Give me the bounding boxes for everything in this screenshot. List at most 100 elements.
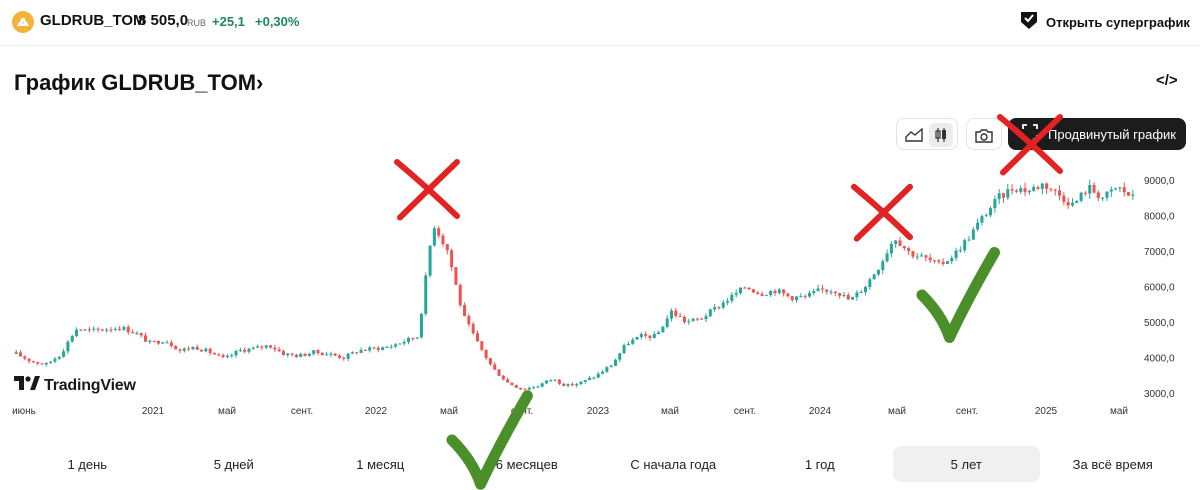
candle (648, 334, 652, 341)
period-tab[interactable]: 1 день (67, 456, 108, 472)
candle-body (497, 369, 501, 376)
candle (820, 284, 824, 294)
candle-body (100, 329, 104, 331)
candle (950, 255, 954, 265)
period-tab[interactable]: За всё время (1072, 456, 1153, 472)
price-chart[interactable]: 9000,0 8000,0 7000,0 6000,0 5000,0 4000,0 3000… (0, 150, 1200, 420)
ticker-name[interactable]: GLDRUB_TOM (40, 12, 146, 29)
candle (83, 329, 87, 331)
candle (851, 296, 855, 300)
candle (23, 355, 27, 361)
candle (342, 356, 346, 361)
candle (1101, 197, 1105, 202)
candle (57, 356, 61, 360)
candle (971, 227, 975, 240)
period-tab[interactable]: 1 год (804, 456, 835, 472)
candle (790, 295, 794, 303)
open-supergraph-button[interactable]: Открыть суперграфик (1018, 9, 1190, 35)
candle (825, 289, 829, 295)
candle-body (441, 235, 445, 245)
candle-body (570, 384, 574, 386)
candle (234, 349, 238, 358)
candle-body (881, 261, 885, 270)
candle (475, 330, 479, 342)
candle-body (958, 250, 962, 252)
candle-body (368, 347, 372, 351)
candle-body (359, 349, 363, 353)
candle (350, 351, 354, 354)
advanced-chart-button[interactable]: Продвинутый график (1008, 118, 1186, 150)
candle (320, 352, 324, 356)
candle-body (816, 288, 820, 292)
screenshot-button[interactable] (966, 118, 1002, 150)
candle-body (876, 269, 880, 275)
candle (1036, 185, 1040, 191)
y-tick-label: 9000,0 (1144, 176, 1175, 187)
candle-body (773, 290, 777, 294)
candle (212, 352, 216, 355)
candle (613, 358, 617, 366)
candle-body (208, 348, 212, 354)
x-tick-label: 2024 (809, 406, 832, 417)
candle-body (165, 342, 169, 344)
candle-body (756, 292, 760, 294)
candle-body (933, 260, 937, 262)
candles-icon[interactable] (929, 123, 953, 147)
candle-body (601, 371, 605, 374)
candle (527, 386, 531, 391)
period-tab[interactable]: 5 лет (893, 446, 1040, 482)
tradingview-logo[interactable]: TradingView (14, 376, 136, 395)
period-tab[interactable]: 6 месяцев (495, 456, 558, 472)
candle-body (1105, 191, 1109, 198)
candle (191, 346, 195, 351)
candle (743, 286, 747, 289)
candle-body (247, 348, 251, 352)
candle-body (807, 293, 811, 297)
x-tick-label: май (440, 406, 458, 417)
candle (859, 289, 863, 294)
candle-body (721, 302, 725, 308)
candle-body (187, 348, 191, 350)
candle (277, 346, 281, 353)
candle (933, 259, 937, 264)
candle-body (18, 352, 22, 357)
x-tick-label: 2022 (365, 406, 388, 417)
candle-body (652, 334, 656, 338)
candle-body (1131, 194, 1135, 196)
candle (958, 246, 962, 253)
candle (200, 349, 204, 353)
period-tab[interactable]: 5 дней (213, 456, 254, 472)
candle-body (674, 310, 678, 316)
candle-body (506, 379, 510, 383)
candle (225, 353, 229, 359)
period-tab[interactable]: 1 месяц (356, 456, 405, 472)
candle (1079, 191, 1083, 203)
candle (846, 292, 850, 300)
candle (325, 351, 329, 356)
candle-body (820, 288, 824, 290)
period-tab[interactable]: С начала года (630, 456, 717, 472)
candle-body (536, 386, 540, 388)
x-tick-label: сент. (291, 406, 313, 417)
embed-code-button[interactable]: </> (1156, 72, 1178, 89)
candle (523, 387, 527, 391)
candle-body (842, 294, 846, 296)
candle-body (381, 347, 385, 350)
candle (592, 376, 596, 380)
candle (907, 246, 911, 256)
y-tick-label: 7000,0 (1144, 247, 1175, 258)
candle-body (62, 351, 66, 357)
candle (786, 292, 790, 298)
candle-body (204, 348, 208, 352)
candle-body (342, 357, 346, 359)
candle (915, 253, 919, 260)
candle (816, 284, 820, 292)
candle (1049, 188, 1053, 193)
candle (109, 326, 113, 333)
candle (760, 291, 764, 297)
candle-body (928, 257, 932, 261)
area-chart-icon[interactable] (902, 123, 926, 147)
candle-body (221, 355, 225, 358)
page-title[interactable]: График GLDRUB_TOM› (14, 70, 264, 95)
candle (1066, 197, 1070, 209)
